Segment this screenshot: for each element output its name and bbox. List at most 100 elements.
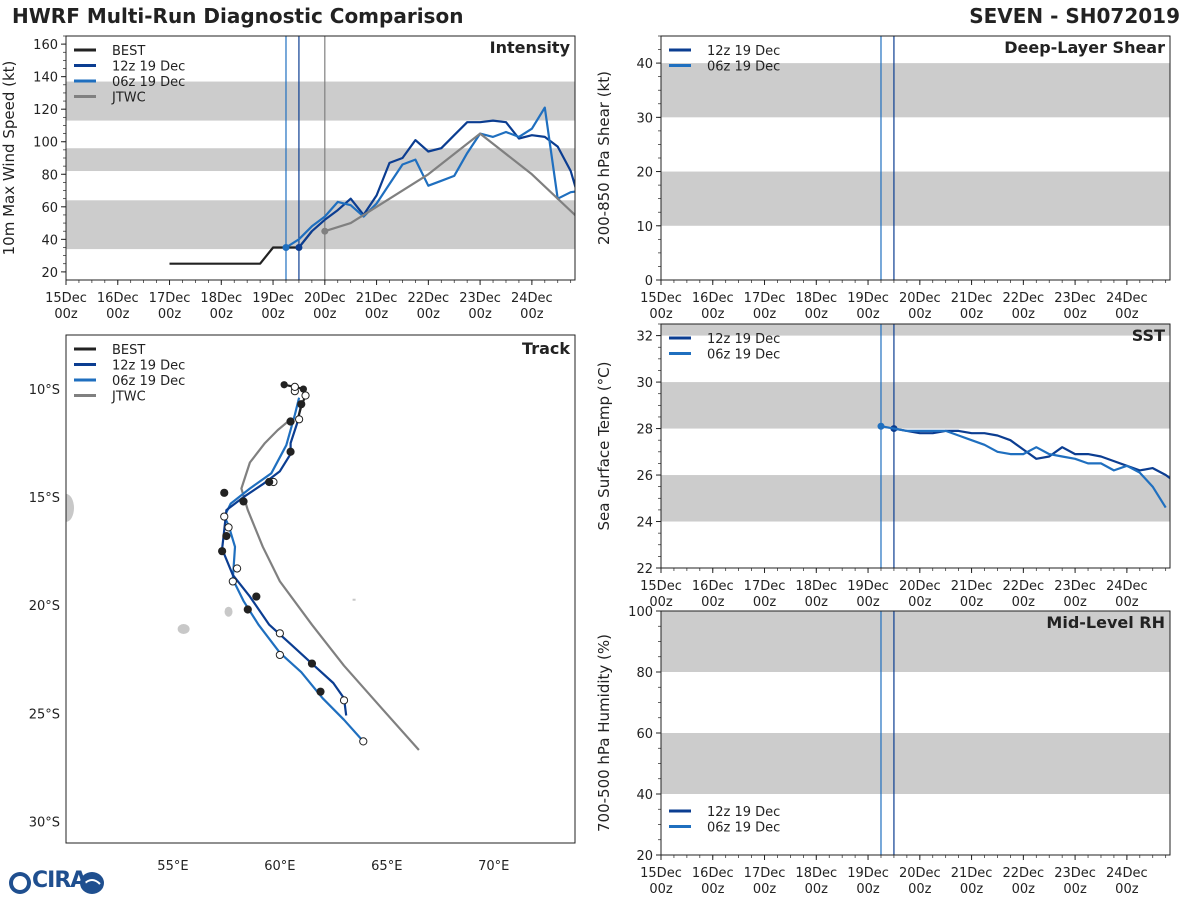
- ytick-label-sst: 28: [636, 423, 653, 438]
- xtick-label-rh: 00z: [1012, 882, 1036, 897]
- xtick-label-sst: 22Dec: [1002, 579, 1044, 594]
- legend-label-run06: 06z 19 Dec: [707, 60, 780, 75]
- xtick-label-shear: 24Dec: [1106, 291, 1148, 306]
- xtick-label-rh: 18Dec: [795, 866, 837, 881]
- xtick-label-intensity: 00z: [313, 307, 337, 322]
- xtick-label-shear: 22Dec: [1002, 291, 1044, 306]
- ylabel-sst: Sea Surface Temp (°C): [595, 361, 613, 530]
- track-point-run12: [222, 531, 231, 541]
- track-point-run12: [252, 592, 261, 601]
- track-point-run12: [265, 477, 274, 487]
- track-point-best: [301, 391, 310, 400]
- xtick-label-intensity: 24Dec: [511, 291, 553, 306]
- xtick-label-intensity: 19Dec: [252, 291, 294, 306]
- xtick-label-intensity: 17Dec: [149, 291, 191, 306]
- plot-area-rh: [661, 611, 1170, 855]
- xtick-label-shear: 19Dec: [847, 291, 889, 306]
- track-point-best: [280, 381, 288, 389]
- xtick-label-rh: 23Dec: [1054, 866, 1096, 881]
- land-mauritius: [224, 606, 233, 617]
- track-line-jtwc: [240, 418, 420, 751]
- band-rh-0: [661, 733, 1170, 794]
- xtick-label-shear: 00z: [753, 307, 777, 322]
- land-rodrigues: [352, 598, 356, 601]
- xtick-label-rh: 00z: [649, 882, 673, 897]
- xtick-label-sst: 00z: [856, 595, 880, 610]
- xtick-label-intensity: 16Dec: [97, 291, 139, 306]
- panel-title-shear: Deep-Layer Shear: [1004, 38, 1165, 57]
- xtick-label-rh: 00z: [1115, 882, 1139, 897]
- ytick-label-sst: 26: [636, 469, 653, 484]
- xtick-label-intensity: 23Dec: [459, 291, 501, 306]
- plot-area-track: [66, 381, 420, 751]
- series-start-run06: [282, 243, 290, 251]
- chart-shear: 01020304015Dec00z16Dec00z17Dec00z18Dec00…: [595, 35, 1171, 322]
- xtick-label-track: 70°E: [478, 859, 509, 874]
- ytick-label-rh: 40: [636, 788, 653, 803]
- track-point-run06: [359, 737, 368, 746]
- xtick-label-shear: 00z: [649, 307, 673, 322]
- xtick-label-rh: 00z: [701, 882, 725, 897]
- band-sst-1: [661, 382, 1170, 429]
- xtick-label-intensity: 00z: [468, 307, 492, 322]
- panel-title-sst: SST: [1132, 326, 1165, 345]
- xtick-label-sst: 21Dec: [951, 579, 993, 594]
- ytick-label-track: 25°S: [29, 707, 60, 722]
- xtick-label-sst: 18Dec: [795, 579, 837, 594]
- xtick-label-sst: 00z: [701, 595, 725, 610]
- xtick-label-shear: 15Dec: [640, 291, 682, 306]
- cira-logo-icon: [9, 872, 104, 894]
- xtick-label-shear: 00z: [856, 307, 880, 322]
- xtick-label-sst: 20Dec: [899, 579, 941, 594]
- xtick-label-shear: 00z: [908, 307, 932, 322]
- panel-title-track: Track: [522, 339, 570, 358]
- xtick-label-rh: 00z: [856, 882, 880, 897]
- land-madagascar: [66, 493, 74, 522]
- chart-track: 55°E 60°E 65°E 70°E 10°S 15°S 20°S 25°S 30°S Trac…: [29, 334, 576, 874]
- xtick-label-sst: 23Dec: [1054, 579, 1096, 594]
- track-point-run12: [286, 447, 295, 456]
- xtick-label-intensity: 00z: [365, 307, 389, 322]
- band-shear-0: [661, 171, 1170, 226]
- ytick-label-intensity: 80: [41, 168, 58, 183]
- track-point-run06: [220, 512, 229, 521]
- land-reunion: [177, 623, 190, 634]
- legend-label-run12: 12z 19 Dec: [707, 805, 780, 820]
- ytick-label-track: 20°S: [29, 599, 60, 614]
- ytick-label-sst: 30: [636, 376, 653, 391]
- chart-rh: 2040608010015Dec00z16Dec00z17Dec00z18Dec…: [595, 605, 1171, 897]
- legend-label-run12: 12z 19 Dec: [112, 359, 185, 374]
- xtick-label-rh: 00z: [1063, 882, 1087, 897]
- legend-label-jtwc: JTWC: [111, 91, 146, 106]
- legend-label-best: BEST: [112, 44, 145, 59]
- xtick-label-sst: 17Dec: [744, 579, 786, 594]
- xtick-label-sst: 00z: [1115, 595, 1139, 610]
- xtick-label-rh: 21Dec: [951, 866, 993, 881]
- ytick-label-shear: 40: [636, 57, 653, 72]
- ytick-label-track: 30°S: [29, 815, 60, 830]
- figure-title: HWRF Multi-Run Diagnostic Comparison: [12, 4, 464, 28]
- ytick-label-sst: 24: [636, 516, 653, 531]
- plot-area-intensity: [66, 36, 575, 280]
- xtick-label-intensity: 20Dec: [304, 291, 346, 306]
- xtick-label-rh: 00z: [908, 882, 932, 897]
- track-line-run06: [223, 397, 365, 743]
- series-start-jtwc: [321, 227, 329, 235]
- track-point-run06: [275, 629, 284, 638]
- xtick-label-shear: 00z: [1063, 307, 1087, 322]
- series-start-run06: [877, 422, 885, 430]
- legend-label-best: BEST: [112, 343, 145, 358]
- track-point-run12: [307, 659, 317, 668]
- track-point-run06: [295, 415, 304, 424]
- track-point-run06: [228, 577, 237, 586]
- ylabel-intensity: 10m Max Wind Speed (kt): [0, 61, 18, 256]
- ytick-label-rh: 80: [636, 666, 653, 681]
- xtick-label-shear: 17Dec: [744, 291, 786, 306]
- xtick-label-intensity: 00z: [106, 307, 130, 322]
- panel-title-rh: Mid-Level RH: [1046, 613, 1165, 632]
- chart-sst: 22242628303215Dec00z16Dec00z17Dec00z18De…: [595, 323, 1171, 610]
- plot-frame-sst: [660, 323, 1171, 569]
- band-intensity-2: [66, 81, 575, 121]
- ytick-label-rh: 60: [636, 727, 653, 742]
- xtick-label-shear: 00z: [805, 307, 829, 322]
